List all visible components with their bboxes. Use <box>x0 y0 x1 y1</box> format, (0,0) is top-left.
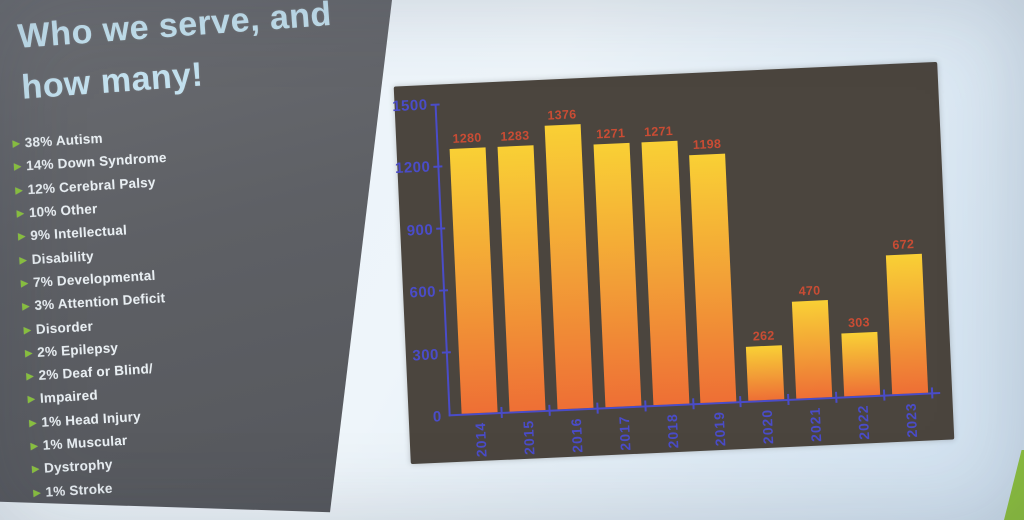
list-item-label: Disability <box>31 248 95 267</box>
arrow-bullet-icon: ▶ <box>20 277 29 289</box>
y-axis-tick <box>438 289 449 292</box>
bar-value-label: 1271 <box>643 124 674 140</box>
y-axis-label: 1500 <box>391 96 428 116</box>
arrow-bullet-icon: ▶ <box>22 300 30 312</box>
arrow-bullet-icon: ▶ <box>33 487 41 498</box>
x-axis-label: 2020 <box>758 408 777 445</box>
y-axis-label: 1200 <box>394 158 431 178</box>
bar <box>689 153 737 403</box>
list-item-label: 2% Epilepsy <box>36 339 119 360</box>
arrow-bullet-icon: ▶ <box>17 231 26 242</box>
list-item-label: 1% Muscular <box>42 432 128 453</box>
arrow-bullet-icon: ▶ <box>23 324 32 335</box>
y-axis-label: 0 <box>432 408 443 426</box>
list-item-label: 9% Intellectual <box>29 222 128 244</box>
bar <box>544 123 594 410</box>
bar-column: 1271 2017 <box>589 96 647 451</box>
x-axis-label: 2019 <box>711 410 729 447</box>
slide-left-panel: Who we serve, and how many! ▶ 38% Autism… <box>0 0 392 513</box>
list-item-label: 12% Cerebral Palsy <box>27 174 156 197</box>
bars-row: 1280 2014 1283 2015 1376 2016 1271 2017 … <box>437 82 941 457</box>
bar-column: 1283 2015 <box>493 100 551 455</box>
bar-column: 1198 2019 <box>685 92 742 447</box>
x-axis-label: 2018 <box>663 412 681 449</box>
bar-column: 262 2020 <box>733 89 790 444</box>
arrow-bullet-icon: ▶ <box>24 347 33 358</box>
x-axis-tick <box>548 404 551 416</box>
x-axis-tick <box>739 396 742 408</box>
list-item-label: Disorder <box>35 318 94 337</box>
arrow-bullet-icon: ▶ <box>30 440 39 451</box>
bar <box>885 253 929 395</box>
bar-value-label: 1280 <box>452 131 482 147</box>
y-axis-label: 600 <box>409 283 437 302</box>
list-item-label: 1% Head Injury <box>40 408 142 430</box>
bar-value-label: 470 <box>798 283 821 299</box>
x-axis-label: 2021 <box>806 406 825 443</box>
plot-area: 1280 2014 1283 2015 1376 2016 1271 2017 … <box>430 82 941 457</box>
x-axis-label: 2014 <box>472 421 490 458</box>
bar <box>449 147 498 414</box>
served-percent-list: ▶ 38% Autism ▶ 14% Down Syndrome ▶ 12% C… <box>12 112 364 504</box>
x-axis-tick <box>596 402 599 414</box>
bar-value-label: 1198 <box>692 137 722 153</box>
y-axis-tick <box>433 165 443 168</box>
bar <box>841 332 881 397</box>
arrow-bullet-icon: ▶ <box>28 417 37 428</box>
slide-title: Who we serve, and how many! <box>16 0 363 114</box>
arrow-bullet-icon: ▶ <box>27 394 36 405</box>
x-axis-label: 2016 <box>567 417 586 454</box>
list-item-label: 10% Other <box>28 201 98 221</box>
x-axis-tick <box>500 406 503 419</box>
list-item-label: 7% Developmental <box>32 267 156 290</box>
list-item-label: 2% Deaf or Blind/ <box>38 361 154 383</box>
y-axis-tick <box>436 227 446 230</box>
bar-column: 672 2023 <box>876 83 934 438</box>
bar <box>497 145 546 412</box>
bar-value-label: 303 <box>847 315 871 331</box>
bar-column: 1271 2018 <box>637 94 695 449</box>
x-axis-label: 2023 <box>902 402 921 438</box>
bar-column: 1280 2014 <box>446 102 503 457</box>
bar <box>593 143 642 408</box>
x-axis-tick <box>835 391 838 403</box>
served-count-bar-chart: 0 300 600 900 1200 1500 1280 2014 1283 2015 1… <box>391 61 955 465</box>
bar-value-label: 672 <box>892 237 915 253</box>
bar <box>746 345 785 401</box>
y-axis-tick <box>430 103 440 106</box>
y-axis-tick <box>441 351 451 354</box>
arrow-bullet-icon: ▶ <box>13 161 22 172</box>
bar-value-label: 262 <box>752 328 775 344</box>
arrow-bullet-icon: ▶ <box>31 463 40 475</box>
bar <box>641 141 689 406</box>
bar-column: 1376 2016 <box>541 98 599 453</box>
arrow-bullet-icon: ▶ <box>12 138 21 149</box>
list-item-label: Impaired <box>39 387 99 407</box>
x-axis-tick <box>787 393 790 405</box>
y-axis-label: 300 <box>412 345 440 365</box>
x-axis-label: 2017 <box>615 415 634 451</box>
x-axis-tick <box>930 387 934 399</box>
bar-value-label: 1376 <box>547 106 577 123</box>
list-item-label: 38% Autism <box>24 130 104 151</box>
arrow-bullet-icon: ▶ <box>15 184 23 196</box>
green-wall-strip <box>1004 450 1024 520</box>
x-axis-tick <box>691 398 695 410</box>
x-axis-label: 2015 <box>519 419 538 456</box>
arrow-bullet-icon: ▶ <box>19 254 28 265</box>
x-axis-tick <box>882 389 886 401</box>
arrow-bullet-icon: ▶ <box>26 370 34 382</box>
x-axis-label: 2022 <box>854 404 873 441</box>
bar-value-label: 1283 <box>500 128 530 144</box>
y-axis-label: 900 <box>406 221 434 240</box>
bar-value-label: 1271 <box>595 126 626 142</box>
bar-column: 470 2021 <box>780 87 838 442</box>
list-item-label: 1% Stroke <box>45 480 113 500</box>
bar <box>791 299 833 399</box>
bar-column: 303 2022 <box>828 85 886 440</box>
arrow-bullet-icon: ▶ <box>16 207 25 219</box>
list-item-label: Dystrophy <box>43 456 114 476</box>
x-axis-tick <box>643 400 647 412</box>
